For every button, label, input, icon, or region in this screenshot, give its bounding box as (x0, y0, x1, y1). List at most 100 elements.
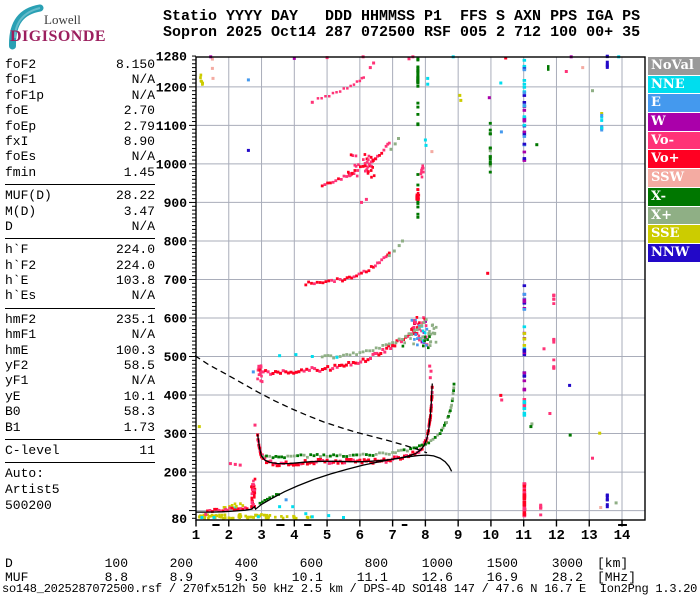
param-value: N/A (131, 327, 155, 343)
footer-value: 8.8 (104, 570, 128, 585)
footer-value: 12.6 (421, 570, 453, 585)
param-name: h`F2 (5, 257, 37, 273)
autoscaling-label: 500200 (5, 498, 52, 514)
param-row: h`F 224.0 (5, 242, 155, 257)
footer-value: 800 (364, 556, 388, 571)
svg-text:200: 200 (164, 466, 188, 481)
param-row: h`F2 224.0 (5, 258, 155, 273)
footer-row-label: MUF (5, 570, 29, 585)
param-row: hmF1 N/A (5, 327, 155, 342)
param-value: 2.70 (123, 103, 155, 119)
footer-unit: [km] (597, 556, 629, 571)
header-field-names: Statio YYYY DAY DDD HHMMSS P1 FFS S AXN … (163, 8, 641, 25)
digisonde-logo: Lowell DIGISONDE (6, 4, 156, 54)
param-row: foE 2.70 (5, 103, 155, 118)
param-name: hmE (5, 342, 29, 358)
param-row: h`Es N/A (5, 288, 155, 303)
legend-item-w: W (648, 113, 700, 132)
param-value: 28.22 (115, 188, 155, 204)
ionogram-header: Statio YYYY DAY DDD HHMMSS P1 FFS S AXN … (163, 9, 640, 41)
param-value: 58.3 (123, 404, 155, 420)
svg-text:7: 7 (388, 528, 396, 544)
param-row: foF2 8.150 (5, 57, 155, 72)
svg-text:400: 400 (164, 389, 188, 404)
param-name: hmF2 (5, 311, 37, 327)
divider (5, 307, 155, 309)
param-row: M(D) 3.47 (5, 204, 155, 219)
svg-text:12: 12 (548, 528, 565, 544)
param-name: hmF1 (5, 327, 37, 343)
svg-text:4: 4 (290, 528, 298, 544)
svg-text:1100: 1100 (156, 119, 187, 134)
divider (5, 462, 155, 464)
svg-text:5: 5 (323, 528, 331, 544)
param-value: 3.47 (123, 203, 155, 219)
legend-item-x: X- (648, 187, 700, 207)
footer-value: 28.2 (551, 570, 583, 585)
param-row: B1 1.73 (5, 420, 155, 435)
param-row: yE 10.1 (5, 389, 155, 404)
param-value: 103.8 (115, 273, 155, 289)
param-name: foEp (5, 118, 37, 134)
footer-value: 200 (169, 556, 193, 571)
param-value: N/A (131, 218, 155, 234)
param-value: 8.90 (123, 133, 155, 149)
param-row: foF1p N/A (5, 88, 155, 103)
muf-row: MUF 8.8 8.9 9.3 10.1 11.1 12.6 16.9 28.2 [MHz] (5, 570, 636, 585)
param-row: D N/A (5, 219, 155, 234)
param-row: C-level 11 (5, 443, 155, 458)
true-height-profile (196, 454, 453, 513)
direction-color-legend: NoVal NNE E W Vo- Vo+ SSW X- X+ SSE NNW (648, 57, 700, 263)
param-row: MUF(D) 28.22 (5, 188, 155, 203)
param-row: foEs N/A (5, 149, 155, 164)
param-name: foE (5, 103, 29, 119)
logo-arc-icon (8, 4, 44, 50)
divider (5, 238, 155, 240)
footer-value: 100 (104, 556, 128, 571)
param-name: D (5, 218, 13, 234)
param-value: 8.150 (115, 57, 155, 72)
legend-item-nnw: NNW (648, 243, 700, 263)
footer-row-label: D (5, 556, 13, 571)
param-name: foF1 (5, 72, 37, 88)
legend-item-sse: SSE (648, 225, 700, 244)
param-value: N/A (131, 149, 155, 165)
footer-value: 1000 (421, 556, 453, 571)
param-row: h`E 103.8 (5, 273, 155, 288)
divider (5, 184, 155, 186)
scaled-parameters-panel: foF2 8.150 foF1 N/A foF1p N/A foE 2.70 foEp 2.79 f… (5, 57, 155, 514)
svg-text:13: 13 (581, 528, 598, 544)
param-name: yE (5, 388, 21, 404)
param-row: foEp 2.79 (5, 119, 155, 134)
profile-fit-line (256, 383, 433, 465)
distance-row: D 100 200 400 600 800 1000 1500 3000 [km] (5, 556, 628, 571)
logo-lowell-text: Lowell (44, 12, 81, 27)
svg-text:80: 80 (171, 512, 187, 527)
footer-value: 9.3 (234, 570, 258, 585)
param-name: h`E (5, 273, 29, 289)
svg-text:1280: 1280 (156, 50, 187, 65)
param-name: foF2 (5, 57, 37, 72)
param-name: yF1 (5, 373, 29, 389)
svg-text:9: 9 (454, 528, 462, 544)
status-line: so148_2025287072500.rsf / 270fx512h 50 k… (2, 582, 698, 596)
legend-item-vo: Vo- (648, 131, 700, 151)
param-value: 2.79 (123, 118, 155, 134)
footer-value: 3000 (551, 556, 583, 571)
footer-value: 11.1 (356, 570, 388, 585)
legend-item-e: E (648, 94, 700, 114)
param-row: fxI 8.90 (5, 134, 155, 149)
param-name: B1 (5, 419, 21, 435)
param-row: fmin 1.45 (5, 165, 155, 180)
autoscaling-label: Auto: (5, 466, 45, 482)
legend-item-noval: NoVal (648, 57, 700, 76)
param-name: foEs (5, 149, 37, 165)
autoscaling-label: Artist5 (5, 482, 60, 498)
svg-text:3: 3 (257, 528, 265, 544)
svg-text:14: 14 (614, 528, 631, 544)
svg-text:800: 800 (164, 234, 188, 249)
param-row: hmF2 235.1 (5, 312, 155, 327)
param-name: B0 (5, 404, 21, 420)
param-name: M(D) (5, 203, 37, 219)
param-name: fmin (5, 164, 37, 180)
